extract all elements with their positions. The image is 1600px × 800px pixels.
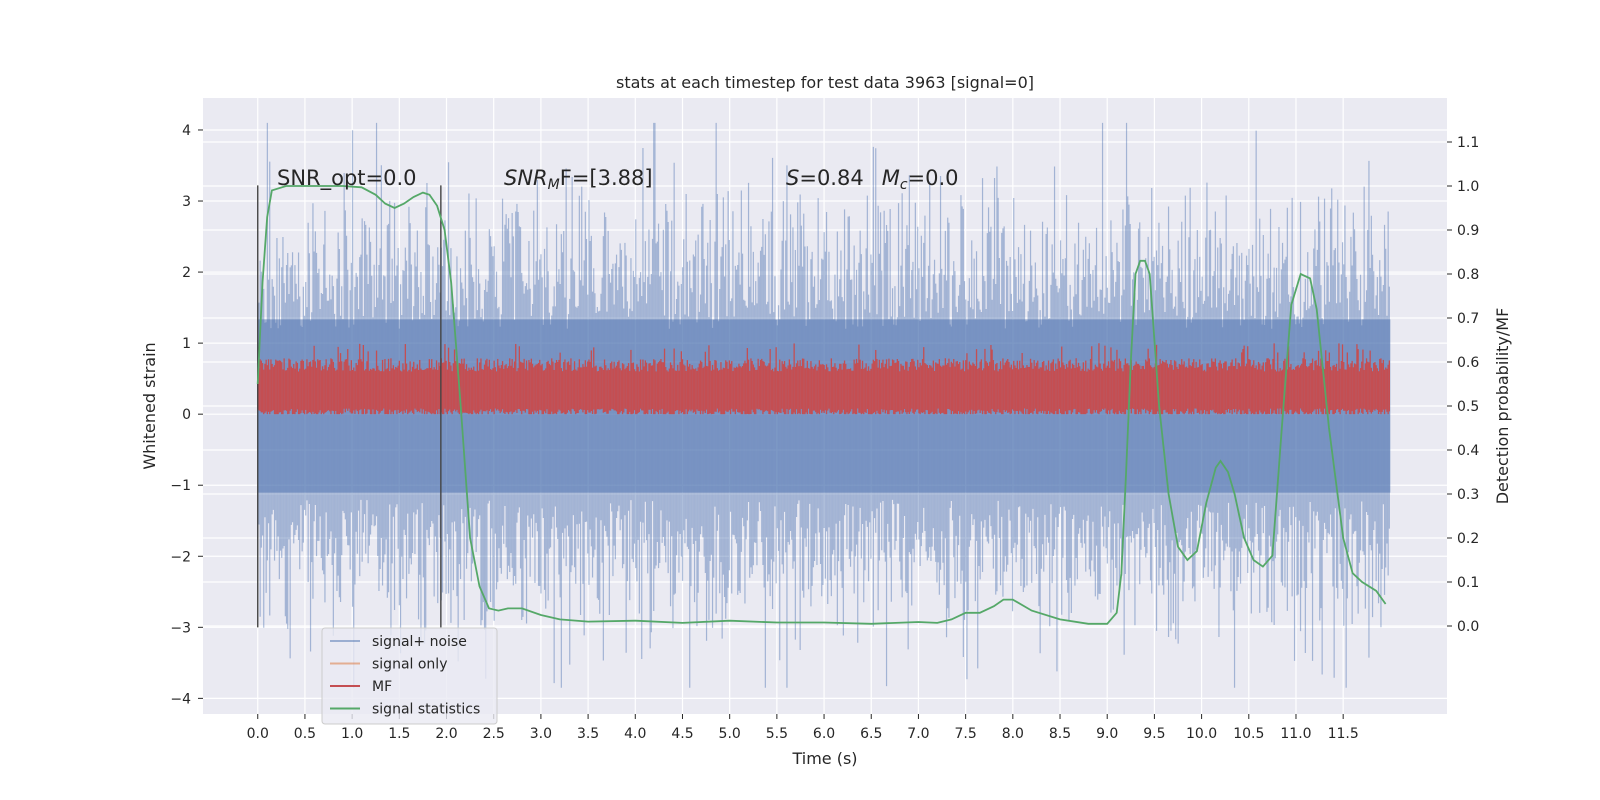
legend-label: signal only: [372, 657, 447, 673]
y-tick-label: −1: [170, 478, 191, 494]
x-tick-label: 4.0: [624, 726, 646, 742]
x-tick-label: 8.0: [1002, 726, 1024, 742]
x-tick-label: 10.0: [1186, 726, 1217, 742]
x-tick-label: 5.5: [766, 726, 788, 742]
x-tick-label: 0.5: [294, 726, 316, 742]
y2-axis-ticks: 1.1 1.0 0.9 0.8 0.7 0.6 0.5 0.4 0.3 0.2 0.1 0.0: [1447, 135, 1479, 635]
s-value: =0.84: [799, 166, 863, 190]
y2-tick-label: 1.1: [1457, 135, 1479, 151]
x-axis-ticks: 0.0 0.5 1.0 1.5 2.0 2.5 3.0 3.5 4.0 4.5 5.0 5.5 6.0 6…: [247, 714, 1359, 742]
mc-base: M: [882, 166, 900, 190]
y2-tick-label: 0.8: [1457, 267, 1479, 283]
signal-statistics-series: [256, 185, 1387, 625]
legend-label: MF: [372, 679, 392, 695]
x-tick-label: 5.0: [719, 726, 741, 742]
y-tick-label: 0: [182, 407, 191, 423]
x-tick-label: 6.0: [813, 726, 835, 742]
x-axis-label: Time (s): [791, 749, 857, 768]
y-tick-label: 3: [182, 194, 191, 210]
chart-title: stats at each timestep for test data 396…: [616, 73, 1034, 92]
y2-tick-label: 0.4: [1457, 443, 1479, 459]
y-axis-label: Whitened strain: [140, 342, 159, 469]
x-tick-label: 9.5: [1143, 726, 1165, 742]
x-tick-label: 10.5: [1233, 726, 1264, 742]
y2-tick-label: 0.6: [1457, 355, 1479, 371]
y2-tick-label: 0.5: [1457, 399, 1479, 415]
snr-mf-base: SNR: [504, 166, 548, 190]
s-mc-annotation: S=0.84 Mc=0.0: [786, 166, 959, 193]
y-tick-label: −2: [170, 549, 191, 565]
y-tick-label: 4: [182, 123, 191, 139]
snr-mf-annotation: SNRMF=[3.88]: [504, 166, 653, 193]
legend-box: [321, 627, 498, 725]
y2-tick-label: 0.2: [1457, 531, 1479, 547]
y2-tick-label: 0.3: [1457, 487, 1479, 503]
snr-opt-annotation: SNR_opt=0.0: [277, 166, 417, 191]
y2-tick-label: 0.9: [1457, 223, 1479, 239]
x-tick-label: 2.5: [483, 726, 505, 742]
x-tick-label: 8.5: [1049, 726, 1071, 742]
window-vertical-lines: [257, 185, 442, 628]
y-tick-label: −4: [170, 691, 191, 707]
x-tick-label: 11.5: [1328, 726, 1359, 742]
mc-subscript: c: [900, 177, 908, 193]
x-tick-label: 3.5: [577, 726, 599, 742]
y-tick-label: 2: [182, 265, 191, 281]
x-tick-label: 4.5: [671, 726, 693, 742]
y2-tick-label: 0.0: [1457, 619, 1479, 635]
legend-label: signal+ noise: [372, 634, 467, 650]
y-tick-label: −3: [170, 620, 191, 636]
x-tick-label: 6.5: [860, 726, 882, 742]
y2-tick-label: 1.0: [1457, 179, 1479, 195]
legend-label: signal statistics: [372, 702, 480, 718]
x-tick-label: 2.0: [435, 726, 457, 742]
x-tick-label: 7.0: [907, 726, 929, 742]
x-tick-label: 1.5: [388, 726, 410, 742]
snr-mf-subscript: M: [548, 177, 560, 193]
y-tick-label: 1: [182, 336, 191, 352]
x-tick-label: 7.5: [955, 726, 977, 742]
x-tick-label: 3.0: [530, 726, 552, 742]
snr-mf-rest: F=[3.88]: [560, 166, 653, 190]
x-tick-label: 0.0: [247, 726, 269, 742]
y2-axis-label: Detection probability/MF: [1493, 308, 1512, 505]
x-tick-label: 9.0: [1096, 726, 1118, 742]
legend: signal+ noise signal only MF signal statist…: [321, 627, 498, 725]
x-tick-label: 1.0: [341, 726, 363, 742]
mc-value: =0.0: [908, 166, 959, 190]
y2-tick-label: 0.1: [1457, 575, 1479, 591]
y-axis-ticks: 4 3 2 1 0 −1 −2 −3 −4: [170, 123, 203, 707]
x-tick-label: 11.0: [1280, 726, 1311, 742]
y2-tick-label: 0.7: [1457, 311, 1479, 327]
mf-series: [257, 343, 1390, 415]
s-symbol: S: [786, 166, 799, 190]
